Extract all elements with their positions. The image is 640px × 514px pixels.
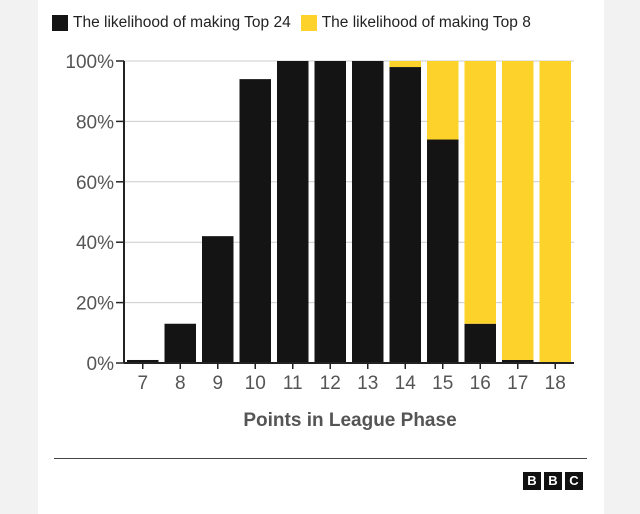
- bbc-logo-letter: B: [544, 472, 562, 490]
- bar-top24: [164, 323, 196, 363]
- bar-top24: [352, 61, 384, 363]
- x-tick-label: 17: [507, 373, 528, 394]
- bar-top24: [389, 67, 421, 363]
- x-tick-label: 10: [245, 373, 266, 394]
- legend-swatch-top8: [300, 15, 317, 31]
- y-tick-label: 100%: [65, 52, 114, 73]
- footer-divider: [54, 458, 587, 459]
- x-tick-label: 13: [357, 373, 378, 394]
- bar-top24: [502, 359, 534, 363]
- bbc-logo: B B C: [520, 472, 583, 490]
- x-tick-label: 8: [175, 373, 186, 394]
- legend-item-top8: The likelihood of making Top 8: [300, 14, 531, 32]
- legend-label-top8: The likelihood of making Top 8: [321, 14, 531, 31]
- x-tick-label: 12: [320, 373, 341, 394]
- bar-top8: [389, 61, 421, 68]
- legend-label-top24: The likelihood of making Top 24: [73, 14, 291, 31]
- x-tick-label: 11: [283, 373, 303, 394]
- y-tick-label: 40%: [76, 233, 114, 254]
- y-tick-label: 80%: [76, 112, 114, 133]
- bar-top8: [427, 61, 459, 140]
- bar-top24: [239, 79, 271, 364]
- bar-top24: [127, 359, 159, 363]
- x-axis-title: Points in League Phase: [243, 410, 457, 431]
- bar-top8: [539, 61, 571, 363]
- bbc-logo-letter: B: [523, 472, 541, 490]
- legend-swatch-top24: [52, 15, 68, 31]
- x-tick-label: 15: [432, 373, 453, 394]
- y-tick-label: 20%: [76, 294, 114, 315]
- bar-top24: [464, 323, 496, 363]
- y-tick-label: 60%: [76, 173, 114, 194]
- bar-top24: [427, 139, 459, 363]
- x-tick-label: 14: [395, 373, 417, 394]
- bar-top8: [502, 61, 534, 360]
- x-tick-label: 18: [545, 373, 566, 394]
- bar-top24: [277, 61, 309, 363]
- x-tick-label: 16: [470, 373, 491, 394]
- legend-item-top24: The likelihood of making Top 24: [52, 14, 291, 32]
- x-tick-label: 9: [212, 373, 223, 394]
- bar-top24: [202, 236, 234, 363]
- bar-top8: [464, 61, 496, 324]
- y-tick-label: 0%: [87, 354, 115, 375]
- legend: The likelihood of making Top 24 The like…: [52, 10, 541, 36]
- bbc-logo-letter: C: [565, 472, 583, 490]
- x-tick-label: 7: [137, 373, 148, 394]
- bar-top24: [314, 61, 346, 363]
